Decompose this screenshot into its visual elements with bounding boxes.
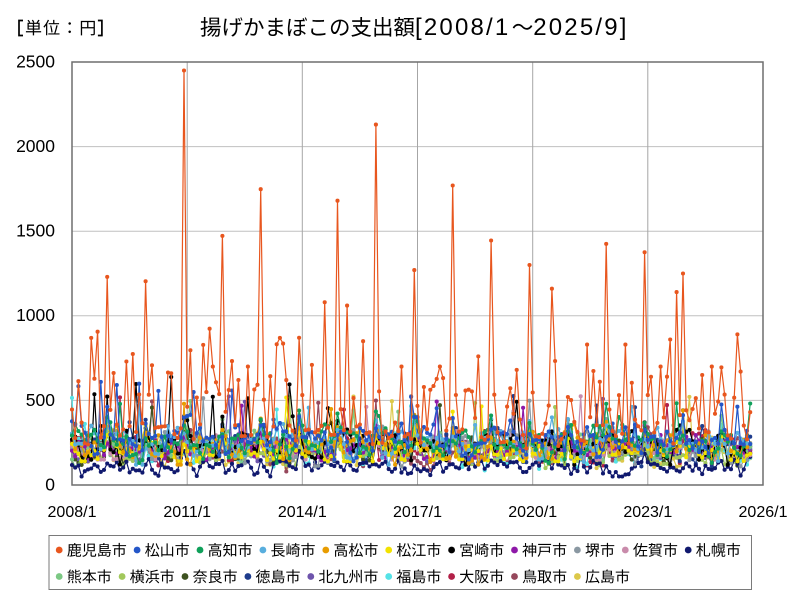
svg-text:2023/1: 2023/1: [623, 504, 672, 521]
svg-text:2011/1: 2011/1: [163, 504, 211, 521]
svg-text:2017/1: 2017/1: [393, 504, 442, 521]
svg-text:2025/9]: 2025/9]: [533, 14, 628, 41]
svg-text:1000: 1000: [16, 305, 55, 325]
svg-text:1500: 1500: [16, 221, 55, 241]
svg-text:2020/1: 2020/1: [508, 504, 557, 521]
svg-text:2014/1: 2014/1: [278, 504, 327, 521]
svg-text:2500: 2500: [16, 51, 55, 71]
svg-text:2008/1: 2008/1: [48, 504, 97, 521]
svg-text:500: 500: [26, 390, 55, 410]
svg-text:2000: 2000: [16, 136, 55, 156]
svg-text:[2008/1: [2008/1: [415, 14, 510, 41]
svg-text:0: 0: [45, 474, 55, 494]
svg-text:2026/1: 2026/1: [739, 504, 788, 521]
